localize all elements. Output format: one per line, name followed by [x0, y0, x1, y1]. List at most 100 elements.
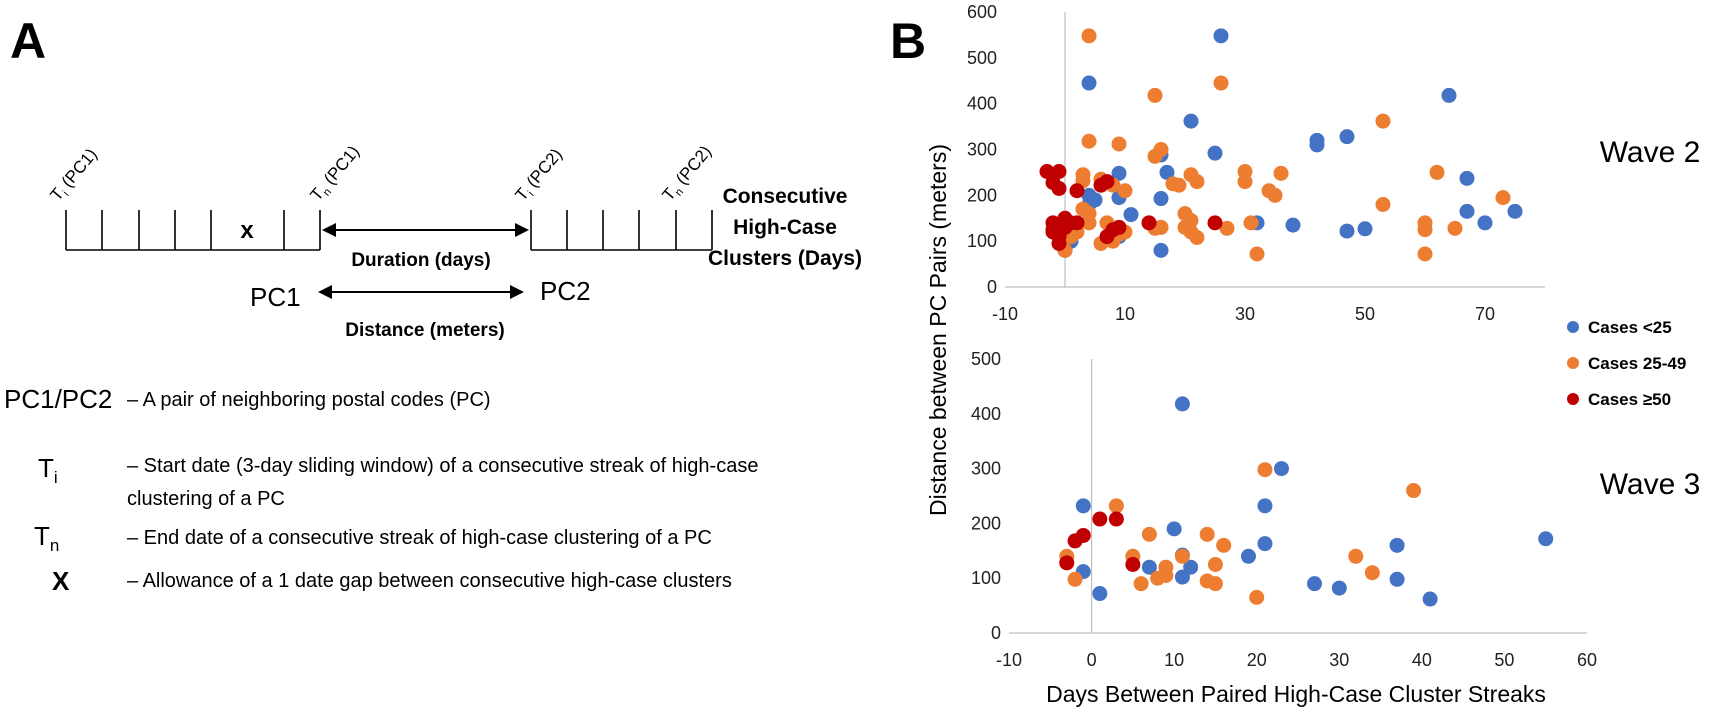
wave-3-point-cases-25-49 [1108, 498, 1124, 514]
wave-3-point-cases-lt25 [1273, 461, 1289, 477]
consecutive-label-line3: Clusters (Days) [708, 247, 862, 270]
wave-3-y-tick-label: 200 [971, 513, 1001, 533]
wave-3-point-cases-lt25 [1174, 569, 1190, 585]
wave-3-point-cases-25-49 [1199, 573, 1215, 589]
wave-2-point-cases-lt25 [1459, 203, 1475, 219]
consecutive-clusters-label: Consecutive High-Case Clusters (Days) [708, 185, 862, 270]
wave-3-y-tick-label: 400 [971, 404, 1001, 424]
def-ti-desc-line2: clustering of a PC [127, 488, 285, 510]
wave-2-point-cases-ge50 [1099, 174, 1115, 190]
wave-3-point-cases-lt25 [1183, 559, 1199, 575]
wave-3-point-cases-25-49 [1150, 570, 1166, 586]
wave-3-point-cases-25-49 [1199, 526, 1215, 542]
wave-3-point-cases-lt25 [1257, 498, 1273, 514]
wave-3-point-cases-lt25 [1092, 586, 1108, 602]
wave-2-y-tick-label: 600 [967, 2, 997, 22]
duration-arrow [322, 223, 529, 237]
distance-arrow [318, 285, 524, 299]
wave-2-point-cases-lt25 [1153, 242, 1169, 258]
wave-2-point-cases-25-49 [1495, 190, 1511, 206]
wave-2-point-cases-25-49 [1237, 174, 1253, 190]
pc2-timeline [530, 210, 713, 251]
wave-3-y-tick-label: 500 [971, 349, 1001, 369]
wave-2-y-tick-label: 200 [967, 185, 997, 205]
wave-3-point-cases-25-49 [1067, 571, 1083, 587]
wave-2-point-cases-25-49 [1417, 246, 1433, 262]
wave-2-point-cases-lt25 [1477, 215, 1493, 231]
pc2-label: PC2 [540, 276, 591, 306]
wave-3-title: Wave 3 [1600, 468, 1701, 501]
wave-3-x-tick-label: 60 [1577, 650, 1597, 670]
panel-a: A x Ti (PC1) Tn (PC1) Ti (PC2) Tn (PC [4, 13, 862, 596]
duration-label: Duration (days) [351, 250, 490, 271]
legend: Cases <25 Cases 25-49 Cases ≥50 [1567, 318, 1686, 409]
wave-2-point-cases-lt25 [1111, 165, 1127, 181]
legend-item-cases-ge50: Cases ≥50 [1567, 390, 1671, 409]
wave-2-point-cases-25-49 [1417, 222, 1433, 238]
wave-2-point-cases-25-49 [1267, 187, 1283, 203]
def-tn-desc: – End date of a consecutive streak of hi… [127, 527, 712, 549]
wave-2-y-tick-label: 300 [967, 140, 997, 160]
wave-2-point-cases-25-49 [1375, 113, 1391, 129]
def-pc-term: PC1/PC2 [4, 384, 112, 414]
wave-2-point-cases-25-49 [1117, 183, 1133, 199]
wave-3-point-cases-lt25 [1307, 576, 1323, 592]
wave-2-point-cases-lt25 [1213, 28, 1229, 44]
panel-b: B Distance between PC Pairs (meters) Day… [890, 2, 1700, 707]
legend-item-cases-25-49: Cases 25-49 [1567, 354, 1686, 373]
wave-3-point-cases-ge50 [1075, 527, 1091, 543]
wave-2-y-tick-label: 100 [967, 231, 997, 251]
wave-2-chart: 0 100 200 300 400 500 600 -10 10 30 50 70 Wave 2 [967, 2, 1700, 324]
wave-3-x-tick-label: 40 [1412, 650, 1432, 670]
wave-3-point-cases-25-49 [1174, 548, 1190, 564]
wave-2-point-cases-ge50 [1207, 215, 1223, 231]
wave-2-point-cases-ge50 [1051, 235, 1067, 251]
gap-x-mark: x [240, 217, 254, 244]
wave-3-point-cases-ge50 [1125, 557, 1141, 572]
wave-3-x-tick-label: 30 [1329, 650, 1349, 670]
consecutive-label-line2: High-Case [733, 216, 837, 239]
wave-3-point-cases-lt25 [1240, 548, 1256, 564]
wave-2-point-cases-lt25 [1207, 145, 1223, 161]
legend-marker-cases-lt25 [1567, 321, 1579, 333]
wave-2-point-cases-ge50 [1045, 224, 1061, 240]
legend-label-cases-25-49: Cases 25-49 [1588, 354, 1686, 373]
wave-2-x-tick-label: -10 [992, 304, 1018, 324]
legend-label-cases-ge50: Cases ≥50 [1588, 390, 1671, 409]
wave-2-point-cases-25-49 [1375, 197, 1391, 212]
wave-2-point-cases-25-49 [1081, 28, 1097, 44]
wave-2-point-cases-25-49 [1189, 230, 1205, 245]
wave-3-point-cases-ge50 [1059, 555, 1075, 571]
wave-2-point-cases-lt25 [1159, 164, 1175, 180]
legend-marker-cases-ge50 [1567, 393, 1579, 405]
wave-3-x-tick-label: 20 [1247, 650, 1267, 670]
wave-3-point-cases-25-49 [1348, 548, 1364, 564]
def-x-desc: – Allowance of a 1 date gap between cons… [127, 570, 732, 592]
wave-2-point-cases-25-49 [1213, 75, 1229, 91]
wave-3-point-cases-lt25 [1166, 521, 1182, 537]
def-ti-desc-line1: – Start date (3-day sliding window) of a… [127, 455, 758, 477]
wave-3-point-cases-25-49 [1216, 537, 1232, 553]
distance-label: Distance (meters) [345, 320, 504, 341]
wave-2-point-cases-lt25 [1309, 137, 1325, 153]
wave-2-point-cases-ge50 [1051, 180, 1067, 196]
wave-3-point-cases-lt25 [1422, 591, 1438, 607]
wave-2-title: Wave 2 [1600, 136, 1701, 169]
wave-2-x-tick-label: 50 [1355, 304, 1375, 324]
wave-2-point-cases-25-49 [1219, 220, 1235, 236]
wave-2-point-cases-lt25 [1081, 75, 1097, 91]
panel-a-label: A [10, 13, 46, 69]
pc1-label: PC1 [250, 282, 301, 312]
wave-2-point-cases-25-49 [1165, 176, 1181, 192]
legend-label-cases-lt25: Cases <25 [1588, 318, 1672, 337]
wave-3-point-cases-lt25 [1075, 498, 1091, 514]
wave-2-x-tick-label: 30 [1235, 304, 1255, 324]
wave-3-point-cases-ge50 [1092, 511, 1108, 527]
wave-3-point-cases-lt25 [1257, 536, 1273, 552]
wave-3-x-tick-label: 10 [1164, 650, 1184, 670]
legend-item-cases-lt25: Cases <25 [1567, 318, 1672, 337]
def-ti-term: Ti [38, 453, 58, 487]
wave-3-chart: 0 100 200 300 400 500 -10 0 10 20 30 40 50 60 Wave 3 [971, 349, 1700, 670]
wave-2-point-cases-lt25 [1123, 207, 1139, 223]
wave-3-point-cases-lt25 [1174, 396, 1190, 412]
